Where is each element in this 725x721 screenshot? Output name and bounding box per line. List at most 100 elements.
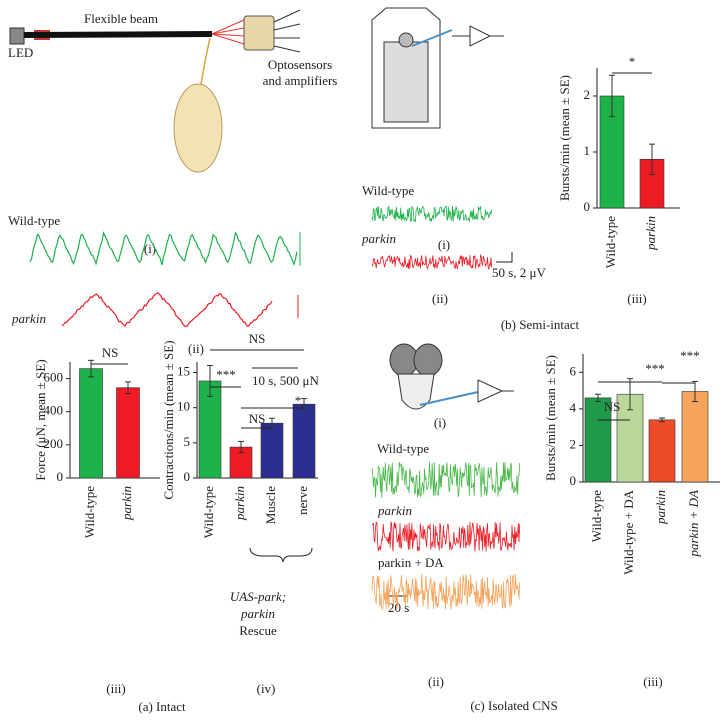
cns-cord [397,373,435,410]
cns-lobe [413,343,443,377]
x-tick-label: parkin [232,486,247,521]
trace [371,253,493,271]
trace-label: Wild-type [362,183,414,198]
amplifier [452,25,504,47]
y-tick-label: 0 [57,469,64,484]
x-tick-label: Wild-type [589,490,604,542]
panel-label: (i) [434,415,446,430]
panel-label: (iii) [643,674,663,689]
scale-bar [496,252,513,263]
y-tick-label: 15 [177,364,190,379]
error-bar [207,365,213,397]
label: Optosensors [268,57,332,72]
y-tick-label: 5 [184,434,191,449]
significance-label: NS [102,345,119,360]
caption: (c) Isolated CNS [470,698,557,713]
x-tick-label: nerve [295,486,310,515]
panel-label: (ii) [188,341,204,356]
x-tick-label: Wild-type [603,216,618,268]
label: Flexible beam [84,11,158,26]
error-bar [125,381,131,394]
x-tick-label: parkin [643,216,658,251]
trace-label: parkin + DA [378,555,444,570]
y-axis-label: Bursts/min (mean ± SE) [557,75,572,201]
trace-label: parkin [361,231,396,246]
caption: (a) Intact [138,699,186,714]
y-tick-label: 600 [44,370,64,385]
bar [116,387,140,479]
electrode [411,29,453,47]
led-box [9,27,25,45]
prep-brain [398,32,414,48]
significance-label: *** [645,361,665,376]
electrode [419,391,479,406]
panel-label: (ii) [428,674,444,689]
bar [681,391,709,483]
panel-label: (ii) [432,291,448,306]
significance-label: *** [216,367,236,382]
trace-label: parkin [11,311,46,326]
panel-label: (iv) [257,681,276,696]
error-bar [659,417,665,423]
x-tick-label: parkin [119,486,134,521]
y-tick-label: 2 [584,87,591,102]
group-label: parkin [240,606,275,621]
trace [371,205,493,223]
y-axis-label: Bursts/min (mean ± SE) [543,355,558,481]
prep-body [383,41,429,123]
x-tick-label: parkin + DA [686,490,701,558]
light-rays [211,19,245,45]
x-tick-label: Wild-type + DA [621,489,636,574]
error-bar [595,393,601,403]
x-tick-label: Wild-type [201,486,216,538]
label: LED [8,45,33,60]
y-tick-label: 10 [177,399,190,414]
trace-label: Wild-type [8,213,60,228]
amplifier [477,379,514,403]
y-axis-label: Contractions/min (mean ± SE) [161,340,176,499]
group-label: UAS-park; [230,589,286,604]
panel-label: (i) [438,237,450,252]
error-bar [649,143,655,175]
significance-label: * [295,393,302,408]
y-tick-label: 0 [584,199,591,214]
error-bar [238,440,244,454]
trace [61,292,273,328]
error-bar [627,378,633,411]
x-tick-label: parkin [653,490,668,525]
larva [173,83,223,173]
scale-label: 20 s [388,600,409,615]
y-tick-label: 400 [44,403,64,418]
trace [371,574,521,611]
significance-label: *** [680,348,700,363]
bar [584,397,612,483]
y-tick-label: 0 [570,473,577,488]
y-tick-label: 200 [44,436,64,451]
scale-label: 50 s, 2 μV [492,265,547,280]
bar [648,419,676,483]
y-tick-label: 4 [570,400,577,415]
error-bar [692,380,698,403]
error-bar [88,359,94,378]
trace-label: Wild-type [377,441,429,456]
diagrams [9,7,514,597]
y-tick-label: 6 [570,363,577,378]
sensor [243,15,275,51]
y-tick-label: 0 [184,469,191,484]
scale-label: 10 s, 500 μN [252,373,320,388]
panel-label: (iii) [106,681,126,696]
caption: (b) Semi-intact [501,317,580,332]
significance-label: NS [249,331,266,346]
beam [23,31,213,38]
bar [292,403,316,479]
trace [371,521,521,552]
group-label: Rescue [239,623,277,638]
string [199,37,211,91]
x-tick-label: Wild-type [82,486,97,538]
label: and amplifiers [263,73,338,88]
significance-label: NS [249,411,266,426]
y-tick-label: 2 [570,436,577,451]
amplifiers [273,9,301,53]
bar [260,422,284,479]
